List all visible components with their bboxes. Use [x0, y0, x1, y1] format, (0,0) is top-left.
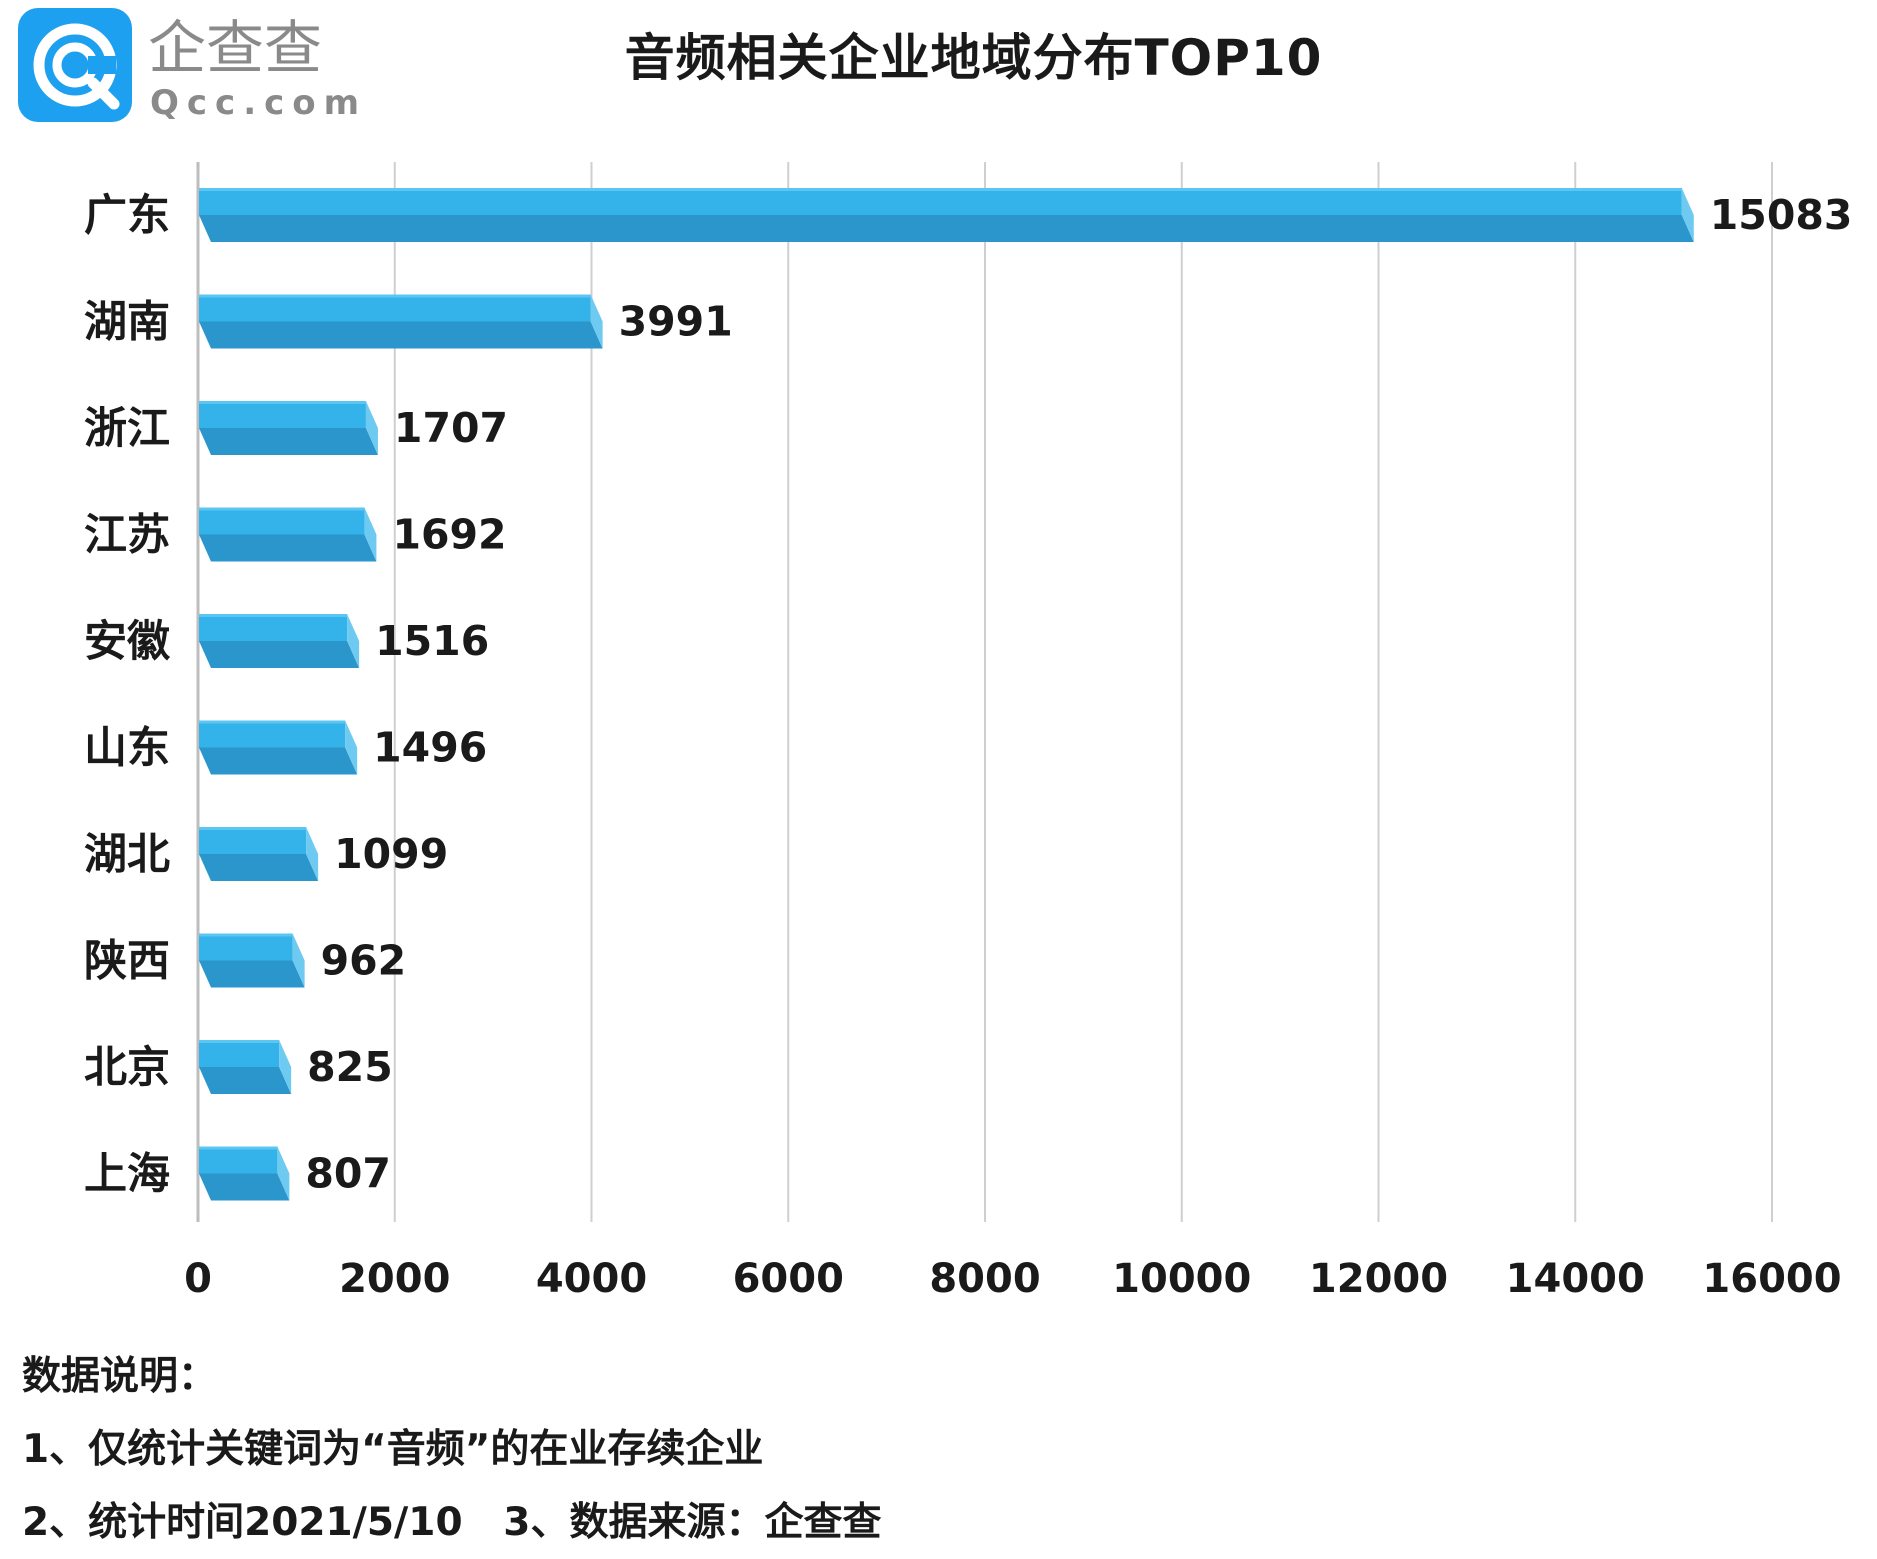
- bar-end-face: [347, 614, 360, 668]
- value-label: 1516: [375, 617, 489, 665]
- value-label: 825: [307, 1043, 393, 1091]
- value-label: 3991: [619, 298, 733, 346]
- bar: [199, 720, 358, 775]
- qcc-logo-icon: [18, 8, 132, 122]
- bar-highlight: [199, 188, 1682, 191]
- bar-bottom-face: [199, 960, 305, 988]
- bar-end-face: [1681, 188, 1694, 242]
- bar-end-face: [590, 294, 603, 349]
- bar-end-face: [306, 827, 319, 881]
- bar-top-face: [199, 507, 365, 535]
- bar-bottom-face: [199, 534, 377, 562]
- bar-top-face: [199, 720, 346, 748]
- category-label: 江苏: [84, 511, 170, 561]
- bar-highlight: [199, 401, 366, 404]
- value-label: 1099: [334, 830, 448, 878]
- bar-top-face: [199, 827, 307, 854]
- bar-bottom-face: [199, 854, 319, 881]
- bar: [199, 827, 319, 881]
- bar-highlight: [199, 1040, 280, 1043]
- bar-bottom-face: [199, 641, 360, 668]
- bar-chart: 0 2000 4000 6000 8000 10000 12000 14000 16000 广东 1…: [84, 162, 1852, 1302]
- category-label: 山东: [84, 724, 170, 774]
- x-tick-label: 2000: [339, 1256, 450, 1302]
- qcc-logo: 企查查 Qcc.com: [18, 8, 367, 123]
- bar-bottom-face: [199, 747, 358, 775]
- bar: [199, 401, 378, 455]
- bar-end-face: [292, 933, 305, 988]
- chart-title-wrap: 音频相关企业地域分布TOP10: [0, 18, 1877, 90]
- notes-line-2: 2、统计时间2021/5/10 3、数据来源：企查查: [22, 1500, 882, 1545]
- bar-top-face: [199, 401, 366, 428]
- bar-end-face: [345, 720, 358, 775]
- bar-end-face: [277, 1146, 290, 1201]
- bar: [199, 1040, 292, 1094]
- category-label: 湖北: [84, 830, 170, 880]
- x-tick-label: 8000: [929, 1256, 1040, 1302]
- category-label: 湖南: [84, 298, 170, 348]
- bar-end-face: [279, 1040, 292, 1094]
- bar-top-face: [199, 933, 293, 961]
- data-notes: 数据说明： 1、仅统计关键词为“音频”的在业存续企业 2、统计时间2021/5/…: [22, 1340, 881, 1559]
- category-label: 上海: [84, 1150, 170, 1200]
- bar-top-face: [199, 188, 1682, 215]
- bar-top-face: [199, 614, 348, 641]
- x-tick-label: 16000: [1702, 1256, 1841, 1302]
- bar-top-face: [199, 1040, 280, 1067]
- x-tick-label: 6000: [733, 1256, 844, 1302]
- bar-top-face: [199, 1146, 278, 1174]
- bars: [199, 188, 1694, 1201]
- notes-line-1: 1、仅统计关键词为“音频”的在业存续企业: [22, 1427, 764, 1472]
- x-tick-label: 4000: [536, 1256, 647, 1302]
- value-label: 1707: [394, 404, 508, 452]
- category-label: 陕西: [84, 937, 170, 987]
- value-label: 807: [305, 1150, 391, 1198]
- logo-brand-cn: 企查查: [148, 14, 322, 82]
- bar-end-face: [364, 507, 377, 562]
- bar-highlight: [199, 294, 591, 298]
- bar-highlight: [199, 720, 346, 724]
- bar-bottom-face: [199, 215, 1694, 242]
- x-tick-label: 10000: [1112, 1256, 1251, 1302]
- bar-bottom-face: [199, 428, 378, 455]
- bar: [199, 507, 377, 562]
- labels: 0 2000 4000 6000 8000 10000 12000 14000 16000 广东 1…: [84, 191, 1852, 1302]
- value-label: 1496: [373, 724, 487, 772]
- category-label: 浙江: [84, 404, 170, 454]
- value-label: 15083: [1710, 191, 1853, 239]
- notes-heading: 数据说明：: [22, 1354, 218, 1399]
- bar: [199, 188, 1694, 242]
- bar-highlight: [199, 933, 293, 937]
- x-tick-label: 0: [184, 1256, 212, 1302]
- bar-highlight: [199, 1146, 278, 1150]
- bar: [199, 933, 305, 988]
- x-tick-label: 12000: [1309, 1256, 1448, 1302]
- bar-bottom-face: [199, 321, 603, 349]
- category-label: 北京: [84, 1043, 170, 1093]
- category-label: 广东: [84, 191, 170, 241]
- value-label: 1692: [392, 511, 506, 559]
- bar-highlight: [199, 614, 348, 617]
- logo-brand-en: Qcc.com: [150, 83, 367, 123]
- bar-bottom-face: [199, 1067, 292, 1094]
- bar: [199, 614, 360, 668]
- value-label: 962: [321, 937, 407, 985]
- chart-title: 音频相关企业地域分布TOP10: [624, 29, 1323, 87]
- category-label: 安徽: [84, 617, 171, 667]
- bar-top-face: [199, 294, 591, 322]
- bar: [199, 1146, 290, 1201]
- bar-bottom-face: [199, 1173, 290, 1201]
- bar-end-face: [365, 401, 378, 455]
- bar-highlight: [199, 507, 365, 511]
- bar-highlight: [199, 827, 307, 830]
- x-tick-label: 14000: [1506, 1256, 1645, 1302]
- bar: [199, 294, 603, 349]
